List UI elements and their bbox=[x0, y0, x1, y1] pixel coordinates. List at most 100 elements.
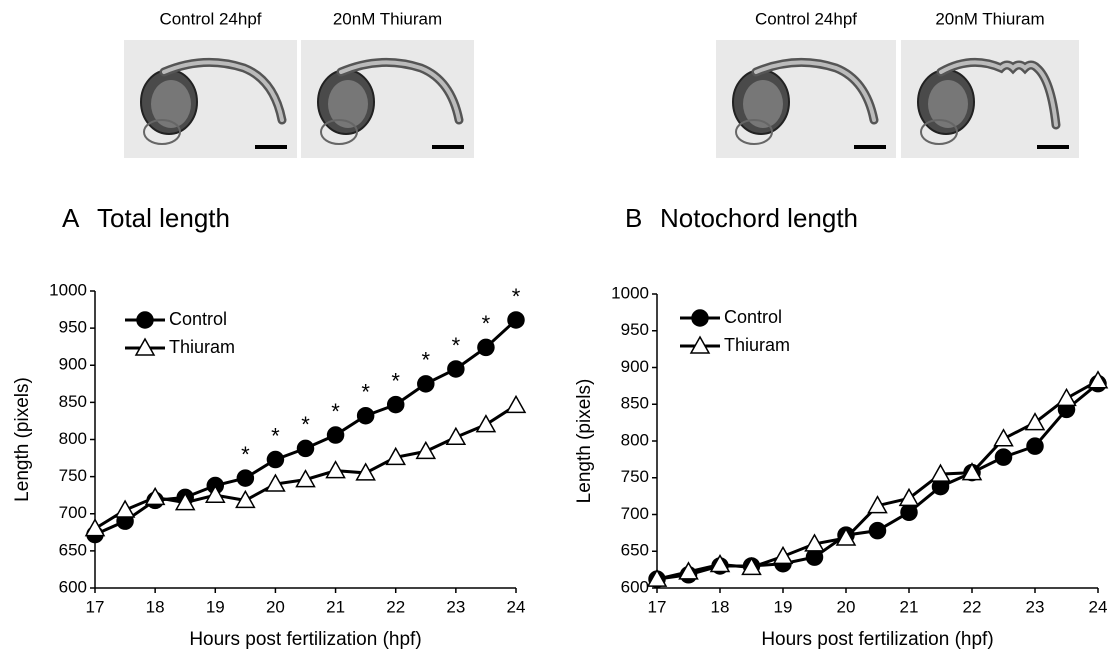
annotation: * bbox=[512, 284, 521, 309]
marker-circle bbox=[477, 338, 495, 357]
marker-triangle bbox=[1024, 412, 1046, 431]
y-tick-label: 950 bbox=[59, 318, 87, 337]
legend-label: Control bbox=[169, 309, 227, 329]
chart-title: Notochord length bbox=[660, 203, 858, 233]
marker-circle bbox=[447, 360, 465, 378]
marker-triangle bbox=[993, 428, 1014, 447]
x-tick-label: 17 bbox=[648, 597, 667, 616]
y-tick-label: 700 bbox=[59, 503, 87, 522]
x-tick-label: 21 bbox=[900, 597, 919, 616]
marker-triangle bbox=[741, 556, 762, 576]
scale-bar bbox=[432, 145, 464, 149]
marker-triangle bbox=[84, 518, 106, 537]
x-tick-label: 18 bbox=[146, 597, 165, 616]
annotation: * bbox=[301, 412, 310, 437]
image-label: Control 24hpf bbox=[159, 9, 261, 28]
x-tick-label: 23 bbox=[1026, 597, 1045, 616]
marker-triangle bbox=[144, 486, 166, 506]
y-tick-label: 650 bbox=[59, 540, 87, 559]
y-tick-label: 1000 bbox=[611, 283, 649, 302]
marker-circle bbox=[296, 439, 315, 458]
embryo-yolk-center bbox=[151, 80, 191, 128]
series-line bbox=[656, 382, 1099, 581]
image-label: 20nM Thiuram bbox=[935, 9, 1044, 28]
marker-triangle bbox=[445, 426, 467, 446]
embryo-head bbox=[735, 119, 773, 145]
legend-marker bbox=[691, 309, 709, 327]
annotation: * bbox=[271, 423, 280, 448]
marker-circle bbox=[236, 469, 255, 487]
scale-bar bbox=[255, 145, 287, 149]
marker-triangle bbox=[1087, 370, 1109, 389]
annotation: * bbox=[422, 348, 431, 373]
marker-triangle bbox=[235, 489, 256, 509]
chart-title: Total length bbox=[97, 203, 230, 233]
image-label: 20nM Thiuram bbox=[333, 9, 442, 28]
x-tick-label: 20 bbox=[837, 597, 856, 616]
marker-triangle bbox=[505, 394, 527, 414]
legend-marker bbox=[136, 311, 154, 329]
y-axis-label: Length (pixels) bbox=[574, 379, 595, 504]
embryo-yolk-center bbox=[328, 80, 368, 128]
y-tick-label: 800 bbox=[59, 429, 87, 448]
embryo-tail-inner bbox=[162, 60, 284, 122]
embryo-tail-inner bbox=[339, 60, 461, 122]
y-tick-label: 850 bbox=[59, 392, 87, 411]
marker-triangle bbox=[804, 533, 825, 552]
x-tick-label: 22 bbox=[963, 597, 982, 616]
marker-circle bbox=[386, 395, 405, 414]
marker-triangle bbox=[415, 440, 437, 460]
x-tick-label: 19 bbox=[206, 597, 225, 616]
y-axis-label: Length (pixels) bbox=[12, 377, 33, 502]
panel-letter: A bbox=[62, 203, 80, 233]
marker-circle bbox=[266, 450, 285, 469]
marker-triangle bbox=[930, 463, 951, 482]
y-tick-label: 800 bbox=[621, 430, 649, 449]
marker-circle bbox=[900, 503, 918, 522]
marker-circle bbox=[326, 426, 345, 444]
embryo-head bbox=[320, 119, 358, 145]
marker-triangle bbox=[325, 460, 346, 479]
marker-circle bbox=[356, 406, 375, 425]
y-tick-label: 750 bbox=[621, 467, 649, 486]
marker-triangle bbox=[265, 473, 286, 492]
y-tick-label: 900 bbox=[621, 357, 649, 376]
x-tick-label: 18 bbox=[711, 597, 730, 616]
y-tick-label: 950 bbox=[621, 320, 649, 339]
marker-triangle bbox=[646, 568, 668, 587]
embryo-tail-inner bbox=[754, 60, 876, 122]
embryo-tail-inner bbox=[939, 60, 1058, 127]
y-tick-label: 850 bbox=[621, 394, 649, 413]
marker-triangle bbox=[1056, 387, 1077, 407]
y-tick-label: 700 bbox=[621, 504, 649, 523]
marker-triangle bbox=[174, 492, 196, 511]
y-tick-label: 600 bbox=[621, 577, 649, 596]
marker-triangle bbox=[898, 487, 920, 507]
marker-triangle bbox=[835, 527, 857, 546]
marker-triangle bbox=[867, 495, 888, 514]
legend-marker bbox=[134, 337, 156, 356]
marker-circle bbox=[507, 311, 525, 329]
scale-bar bbox=[854, 145, 886, 149]
embryo-head bbox=[920, 119, 958, 145]
annotation: * bbox=[391, 368, 400, 393]
marker-triangle bbox=[385, 446, 406, 466]
marker-triangle bbox=[295, 469, 316, 488]
y-tick-label: 900 bbox=[59, 355, 87, 374]
legend-label: Control bbox=[724, 307, 782, 327]
legend-marker bbox=[689, 335, 711, 354]
x-axis-label: Hours post fertilization (hpf) bbox=[189, 629, 421, 650]
y-tick-label: 600 bbox=[59, 577, 87, 596]
marker-triangle bbox=[772, 545, 794, 565]
marker-triangle bbox=[961, 462, 983, 481]
x-tick-label: 24 bbox=[507, 597, 526, 616]
y-tick-label: 650 bbox=[621, 541, 649, 560]
embryo-yolk-center bbox=[743, 80, 783, 128]
marker-triangle bbox=[709, 553, 731, 573]
legend-label: Thiuram bbox=[724, 335, 790, 355]
marker-triangle bbox=[114, 499, 136, 518]
annotation: * bbox=[241, 442, 250, 467]
x-tick-label: 20 bbox=[266, 597, 285, 616]
scale-bar bbox=[1037, 145, 1069, 149]
